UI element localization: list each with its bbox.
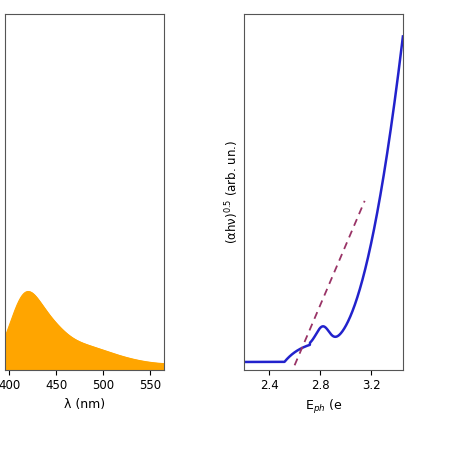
- Y-axis label: (αhν)$^{0.5}$ (arb. un.): (αhν)$^{0.5}$ (arb. un.): [223, 140, 241, 244]
- X-axis label: λ (nm): λ (nm): [64, 398, 105, 411]
- X-axis label: E$_{ph}$ (e: E$_{ph}$ (e: [305, 398, 342, 416]
